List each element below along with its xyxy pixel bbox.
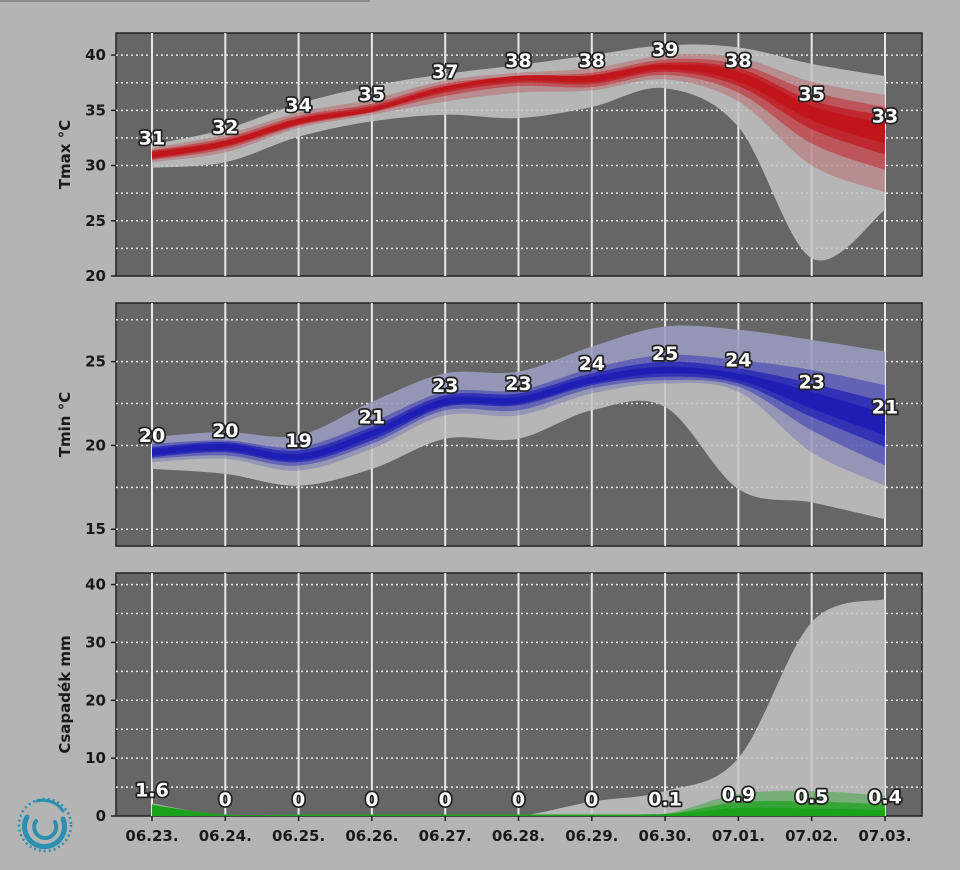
tmax-data-label: 31	[139, 128, 165, 150]
tmax-y-tick-label: 30	[85, 157, 106, 175]
precip-y-tick-label: 20	[85, 691, 106, 709]
tmin-y-tick-label: 15	[85, 520, 106, 538]
tmin-axis-label: Tmin °C	[56, 392, 74, 457]
tmax-panel: 20 25 30 35 40 Tmax °C 31 32 34 35 37 38 38 39 38 35 33	[56, 32, 923, 285]
tmin-median-line	[151, 368, 886, 459]
precip-band-0	[152, 599, 885, 816]
x-tick-label: 07.01.	[712, 827, 765, 845]
tmax-median-line	[151, 64, 886, 156]
tmax-band-3	[152, 62, 885, 159]
tmin-data-label: 23	[798, 372, 824, 394]
precip-axis-label: Csapadék mm	[56, 635, 74, 753]
tmin-data-label: 24	[725, 350, 751, 372]
tmin-panel: 15 20 25 Tmin °C 20 20 19 21 23 23 24 25 24 23 21	[56, 302, 923, 547]
chart-panels: 20 25 30 35 40 Tmax °C 31 32 34 35 37 38 38 39 38 35 33 1…	[56, 32, 923, 845]
x-tick-label: 06.28.	[492, 827, 545, 845]
x-tick-label: 06.27.	[419, 827, 472, 845]
precip-y-tick-label: 30	[85, 633, 106, 651]
precip-data-label: 0	[292, 789, 305, 811]
tmin-data-label: 23	[505, 373, 531, 395]
tmax-data-label: 33	[872, 105, 898, 127]
x-tick-label: 06.26.	[345, 827, 398, 845]
precip-data-label: 0	[512, 789, 525, 811]
tmax-bands	[151, 44, 886, 261]
x-tick-label: 06.29.	[565, 827, 618, 845]
precip-data-label: 1.6	[135, 780, 169, 802]
tmax-data-label: 35	[359, 83, 385, 105]
x-tick-label: 07.03.	[858, 827, 911, 845]
x-tick-label: 06.25.	[272, 827, 325, 845]
tmax-data-label: 38	[725, 50, 751, 72]
precip-y-tick-label: 40	[85, 576, 106, 594]
x-tick-label: 06.23.	[125, 827, 178, 845]
tmin-data-label: 23	[432, 375, 458, 397]
tmin-band-2	[152, 354, 885, 466]
precip-data-label: 0	[585, 789, 598, 811]
tmin-bands	[151, 325, 886, 520]
tmax-axis-label: Tmax °C	[56, 120, 74, 189]
tmax-y-tick-label: 20	[85, 267, 106, 285]
precip-data-label: 0.1	[648, 788, 682, 810]
tmin-data-label: 21	[359, 407, 385, 429]
tmax-y-tick-label: 35	[85, 101, 106, 119]
tmax-data-label: 38	[579, 50, 605, 72]
precip-data-label: 0	[365, 789, 378, 811]
tmin-data-label: 21	[872, 397, 898, 419]
x-tick-label: 07.02.	[785, 827, 838, 845]
precip-y-tick-label: 0	[96, 807, 106, 825]
tmax-y-tick-label: 25	[85, 212, 106, 230]
tmin-data-label: 25	[652, 343, 678, 365]
tmax-data-label: 37	[432, 61, 458, 83]
tmin-data-label: 24	[579, 353, 605, 375]
tmax-y-tick-label: 40	[85, 46, 106, 64]
precip-data-label: 0	[439, 789, 452, 811]
tmax-data-label: 35	[798, 83, 824, 105]
x-tick-label: 06.30.	[639, 827, 692, 845]
precip-bands	[151, 599, 886, 816]
precip-data-label: 0.4	[868, 787, 902, 809]
precip-data-label: 0.9	[722, 784, 756, 806]
tmax-data-label: 39	[652, 39, 678, 61]
precip-data-label: 0.5	[795, 786, 829, 808]
tmin-data-label: 19	[285, 430, 311, 452]
precip-y-tick-label: 10	[85, 749, 106, 767]
tmin-y-tick-label: 20	[85, 436, 106, 454]
precip-data-label: 0	[219, 789, 232, 811]
precip-median-line	[151, 805, 886, 816]
tmin-data-label: 20	[212, 420, 238, 442]
tmin-data-label: 20	[139, 425, 165, 447]
x-tick-label: 06.24.	[199, 827, 252, 845]
tmax-band-0	[152, 44, 885, 261]
precip-panel: 0 10 20 30 40 Csapadék mm 1.6 0 0 0 0 0 0 0.1 0.9 0.5 0.…	[56, 572, 923, 845]
swirl-logo-icon	[17, 797, 73, 853]
tmin-y-tick-label: 25	[85, 353, 106, 371]
tmax-data-label: 34	[285, 94, 311, 116]
tmax-data-label: 32	[212, 116, 238, 138]
tmax-data-label: 38	[505, 50, 531, 72]
